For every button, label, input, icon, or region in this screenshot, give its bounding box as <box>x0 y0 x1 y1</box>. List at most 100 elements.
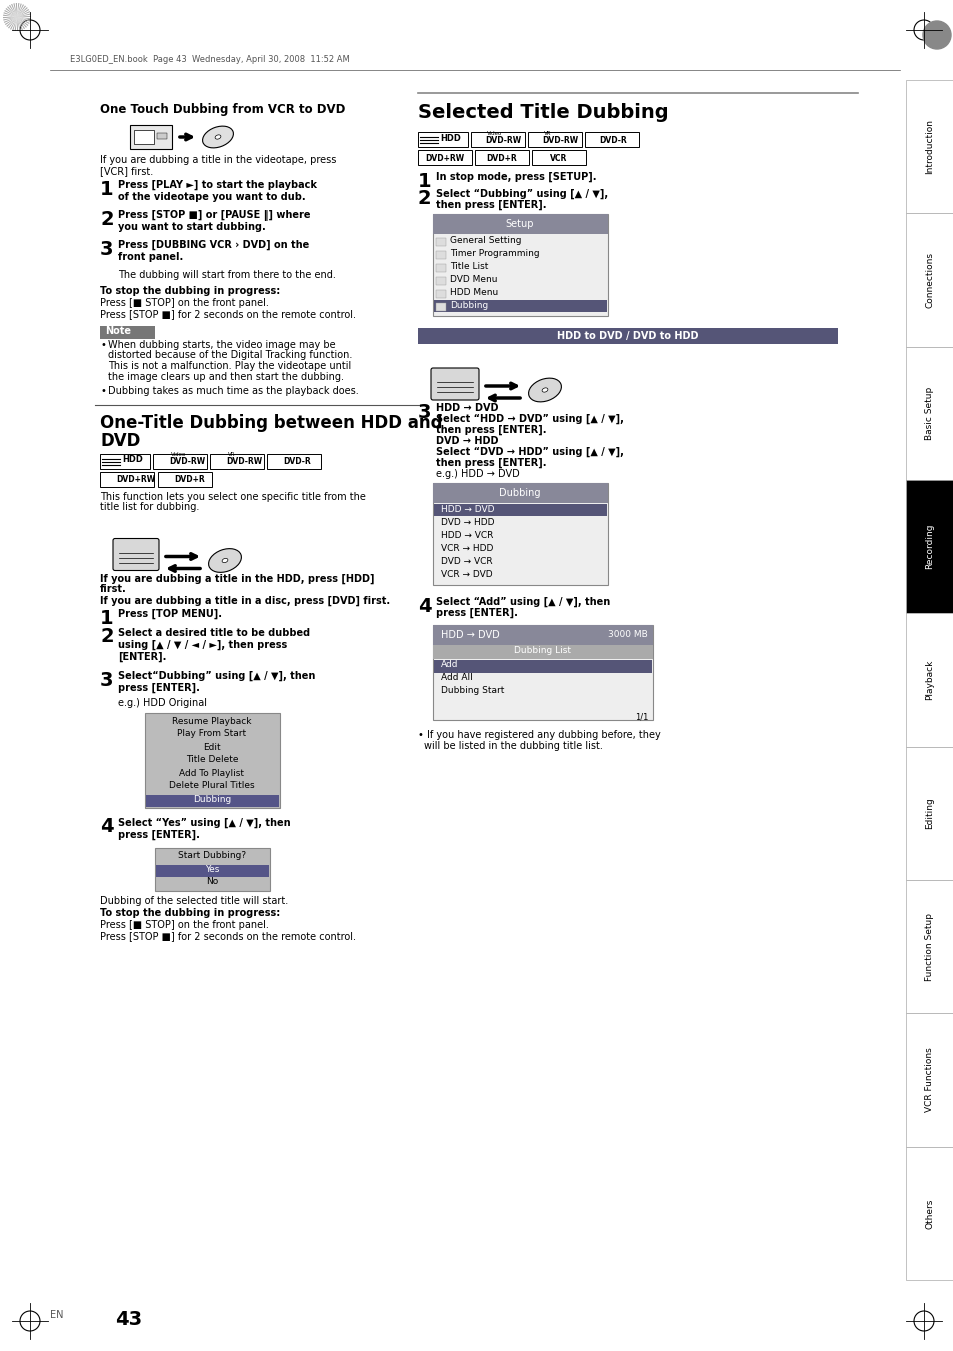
Text: HDD → DVD: HDD → DVD <box>436 403 498 413</box>
Bar <box>434 300 606 312</box>
Bar <box>436 277 446 285</box>
Wedge shape <box>17 18 23 30</box>
Text: This is not a malfunction. Play the videotape until: This is not a malfunction. Play the vide… <box>108 361 351 372</box>
Wedge shape <box>4 12 17 18</box>
Ellipse shape <box>214 135 221 139</box>
Text: HDD: HDD <box>122 455 143 465</box>
Text: Select “DVD → HDD” using [▲ / ▼],: Select “DVD → HDD” using [▲ / ▼], <box>436 447 623 457</box>
Text: Editing: Editing <box>924 797 934 830</box>
Text: DVD+RW: DVD+RW <box>116 476 155 485</box>
Bar <box>471 132 524 147</box>
Text: Select a desired title to be dubbed: Select a desired title to be dubbed <box>118 627 310 638</box>
Wedge shape <box>17 18 29 26</box>
Text: HDD → VCR: HDD → VCR <box>440 531 493 540</box>
Text: Press [DUBBING VCR › DVD] on the: Press [DUBBING VCR › DVD] on the <box>118 240 309 250</box>
Text: 1: 1 <box>100 608 113 627</box>
Bar <box>146 794 278 807</box>
Wedge shape <box>17 18 27 28</box>
Bar <box>433 484 607 503</box>
Text: VR: VR <box>228 453 235 458</box>
Text: In stop mode, press [SETUP].: In stop mode, press [SETUP]. <box>436 172 596 182</box>
Bar <box>436 263 446 272</box>
Bar <box>433 213 607 316</box>
Text: Press [■ STOP] on the front panel.: Press [■ STOP] on the front panel. <box>100 920 269 931</box>
Bar <box>417 132 468 147</box>
Text: Press [STOP ■] or [PAUSE ‖] where: Press [STOP ■] or [PAUSE ‖] where <box>118 209 310 222</box>
Text: This function lets you select one specific title from the: This function lets you select one specif… <box>100 492 366 501</box>
Text: Start Dubbing?: Start Dubbing? <box>178 851 246 861</box>
Text: HDD to DVD / DVD to HDD: HDD to DVD / DVD to HDD <box>557 331 698 340</box>
Text: Dubbing: Dubbing <box>193 794 231 804</box>
Text: Press [STOP ■] for 2 seconds on the remote control.: Press [STOP ■] for 2 seconds on the remo… <box>100 309 355 319</box>
Text: e.g.) HDD → DVD: e.g.) HDD → DVD <box>436 469 519 480</box>
Bar <box>532 150 585 165</box>
Bar <box>905 613 953 747</box>
Wedge shape <box>17 18 25 30</box>
Wedge shape <box>17 18 21 31</box>
Bar <box>905 1013 953 1147</box>
Bar <box>475 150 529 165</box>
Text: Yes: Yes <box>205 865 219 874</box>
Text: Press [■ STOP] on the front panel.: Press [■ STOP] on the front panel. <box>100 299 269 308</box>
Text: EN: EN <box>50 1310 64 1320</box>
Text: Others: Others <box>924 1198 934 1228</box>
Text: When dubbing starts, the video image may be: When dubbing starts, the video image may… <box>108 340 335 350</box>
Text: One-Title Dubbing between HDD and: One-Title Dubbing between HDD and <box>100 415 442 432</box>
FancyBboxPatch shape <box>431 367 478 400</box>
Text: HDD Menu: HDD Menu <box>450 288 497 297</box>
Text: General Setting: General Setting <box>450 236 521 245</box>
Text: •: • <box>100 386 106 396</box>
Bar <box>433 213 607 234</box>
Wedge shape <box>3 18 17 20</box>
Text: DVD-RW: DVD-RW <box>541 136 578 145</box>
Bar <box>100 471 153 486</box>
Text: VR: VR <box>543 131 551 136</box>
Text: If you are dubbing a title in the HDD, press [HDD]: If you are dubbing a title in the HDD, p… <box>100 574 375 584</box>
Ellipse shape <box>209 549 241 573</box>
Text: DVD-R: DVD-R <box>598 136 626 145</box>
Wedge shape <box>6 8 17 18</box>
Text: of the videotape you want to dub.: of the videotape you want to dub. <box>118 192 305 203</box>
Text: Dubbing: Dubbing <box>450 301 488 309</box>
Bar <box>584 132 639 147</box>
Bar <box>267 454 320 469</box>
Text: 3: 3 <box>100 240 113 259</box>
Text: DVD → VCR: DVD → VCR <box>440 557 492 566</box>
Bar <box>905 347 953 480</box>
Text: the image clears up and then start the dubbing.: the image clears up and then start the d… <box>108 372 344 381</box>
Text: Title Delete: Title Delete <box>186 755 238 765</box>
Text: Add To Playlist: Add To Playlist <box>179 769 244 777</box>
Text: 3: 3 <box>417 403 431 422</box>
Wedge shape <box>5 9 17 18</box>
Text: then press [ENTER].: then press [ENTER]. <box>436 200 546 211</box>
Text: DVD → HDD: DVD → HDD <box>436 436 498 446</box>
Text: Basic Setup: Basic Setup <box>924 386 934 440</box>
Text: Video: Video <box>486 131 502 136</box>
Text: Select “Add” using [▲ / ▼], then: Select “Add” using [▲ / ▼], then <box>436 597 610 607</box>
Text: 2: 2 <box>100 627 113 647</box>
Text: E3LG0ED_EN.book  Page 43  Wednesday, April 30, 2008  11:52 AM: E3LG0ED_EN.book Page 43 Wednesday, April… <box>70 55 350 63</box>
Text: If you are dubbing a title in a disc, press [DVD] first.: If you are dubbing a title in a disc, pr… <box>100 596 390 605</box>
Text: DVD: DVD <box>100 431 140 450</box>
Text: distorted because of the Digital Tracking function.: distorted because of the Digital Trackin… <box>108 350 352 361</box>
Text: To stop the dubbing in progress:: To stop the dubbing in progress: <box>100 908 280 919</box>
Wedge shape <box>12 18 17 31</box>
Wedge shape <box>17 4 24 18</box>
Bar <box>905 80 953 213</box>
Bar <box>130 126 172 149</box>
Text: first.: first. <box>100 585 127 594</box>
Text: front panel.: front panel. <box>118 253 183 262</box>
Bar <box>156 865 269 877</box>
Bar <box>433 626 652 644</box>
Text: Edit: Edit <box>203 743 220 751</box>
Text: 1: 1 <box>417 172 431 190</box>
Text: e.g.) HDD Original: e.g.) HDD Original <box>118 697 207 708</box>
Text: Resume Playback: Resume Playback <box>172 716 252 725</box>
Text: DVD+R: DVD+R <box>486 154 517 163</box>
Text: 3: 3 <box>100 670 113 689</box>
Wedge shape <box>17 18 18 31</box>
Text: Dubbing Start: Dubbing Start <box>440 686 504 694</box>
Bar <box>145 712 280 808</box>
Text: press [ENTER].: press [ENTER]. <box>118 682 200 693</box>
Wedge shape <box>17 7 28 18</box>
